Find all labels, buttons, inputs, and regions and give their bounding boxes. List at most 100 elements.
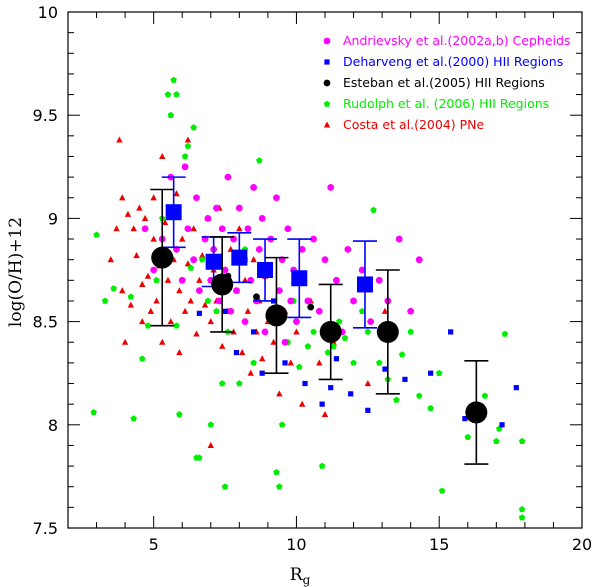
cepheid-point <box>327 184 335 191</box>
rudolph-point <box>167 111 175 118</box>
deharveng-point <box>402 376 408 382</box>
pne-point <box>258 355 266 362</box>
y-tick-label: 9.5 <box>33 106 58 125</box>
pne-point <box>276 390 283 397</box>
cepheid-point <box>195 287 203 295</box>
deharveng-point <box>428 370 434 376</box>
rudolph-point <box>153 276 160 284</box>
rudolph-point <box>330 342 337 350</box>
rudolph-point <box>464 433 472 440</box>
pne-point <box>244 307 252 314</box>
rudolph-point <box>493 437 500 445</box>
black-mean-group <box>150 188 489 465</box>
rudolph-point <box>304 342 312 350</box>
pne-point <box>364 380 372 387</box>
rudolph-point <box>236 380 243 387</box>
legend-rudolph: Rudolph et al. (2006) HII Regions <box>323 96 549 111</box>
deharveng-point <box>348 391 354 397</box>
rudolph-point <box>256 157 263 164</box>
rudolph-point <box>101 297 109 304</box>
esteban-point <box>253 293 260 301</box>
rudolph-point <box>144 322 152 329</box>
data-points-group <box>90 76 526 521</box>
rudolph-point <box>310 328 317 335</box>
pne-point <box>130 225 137 232</box>
rudolph-point <box>427 404 434 412</box>
legend-marker <box>323 79 331 87</box>
rudolph-point <box>198 256 206 263</box>
pne-point <box>250 256 257 263</box>
rudolph-point <box>481 392 489 399</box>
cepheid-point <box>181 163 189 171</box>
esteban-point <box>307 303 315 311</box>
cepheid-point <box>344 245 352 253</box>
legend-esteban: Esteban et al.(2005) HII Regions <box>323 75 545 90</box>
y-tick-label: 8.5 <box>33 313 58 332</box>
cepheid-point <box>395 235 403 243</box>
blue-mean-marker <box>291 270 308 287</box>
rudolph-point <box>176 411 183 418</box>
deharveng-point <box>448 329 454 335</box>
legend-marker <box>323 100 331 107</box>
pne-point <box>184 260 192 267</box>
rudolph-point <box>130 415 137 422</box>
deharveng-point <box>282 360 288 366</box>
rudolph-point <box>181 153 189 160</box>
pne-point <box>153 297 160 304</box>
pne-point <box>107 256 115 263</box>
cepheid-point <box>141 225 149 233</box>
cepheid-point <box>321 256 329 264</box>
binned-means-group <box>150 176 489 465</box>
cepheid-point <box>218 225 226 233</box>
blue-mean-marker <box>356 276 373 293</box>
rudolph-point <box>173 322 180 329</box>
deharveng-point <box>319 401 325 407</box>
rudolph-point <box>184 142 192 149</box>
pne-point <box>150 194 157 201</box>
legend-label: Andrievsky et al.(2002a,b) Cepheids <box>343 33 570 48</box>
rudolph-point <box>204 297 212 304</box>
blue-mean-group <box>161 176 377 329</box>
rudolph-point <box>273 468 280 476</box>
y-axis-title: log(O/H)+12 <box>6 217 26 327</box>
pne-point <box>381 307 389 314</box>
cepheid-point <box>261 328 269 336</box>
pne-point <box>150 235 157 242</box>
rudolph-point <box>196 454 203 461</box>
cepheid-point <box>235 204 243 212</box>
pne-point <box>199 252 206 259</box>
pne-point <box>119 194 126 201</box>
cepheid-point <box>224 173 232 181</box>
legend-label: Costa et al.(2004) PNe <box>343 117 485 132</box>
pne-point <box>116 136 123 143</box>
rudolph-point <box>364 328 372 335</box>
pne-point <box>139 318 146 325</box>
pne-point <box>139 280 146 288</box>
rudolph-point <box>213 307 220 315</box>
axis-ticks-group <box>67 11 583 529</box>
rudolph-point <box>164 91 172 98</box>
rudolph-point <box>324 349 332 356</box>
legend-marker <box>323 121 331 128</box>
rudolph-point <box>370 206 377 213</box>
pne-point <box>127 301 135 308</box>
rudolph-point <box>438 487 446 494</box>
pne-point <box>219 342 226 349</box>
rudolph-point <box>90 409 97 416</box>
pne-point <box>207 318 214 325</box>
y-tick-label: 9 <box>48 209 58 228</box>
y-tick-label: 10 <box>38 3 58 22</box>
black-mean-marker <box>151 246 174 269</box>
cepheid-point <box>215 297 223 305</box>
cepheid-point <box>190 256 198 264</box>
pne-point <box>238 349 246 356</box>
pne-point <box>161 219 169 226</box>
pne-point <box>113 225 120 232</box>
cepheid-point <box>375 276 383 284</box>
x-tick-label: 20 <box>572 535 592 554</box>
rudolph-point <box>416 392 423 399</box>
black-mean-marker <box>265 304 288 327</box>
deharveng-point <box>365 407 371 413</box>
cepheid-point <box>204 215 212 222</box>
